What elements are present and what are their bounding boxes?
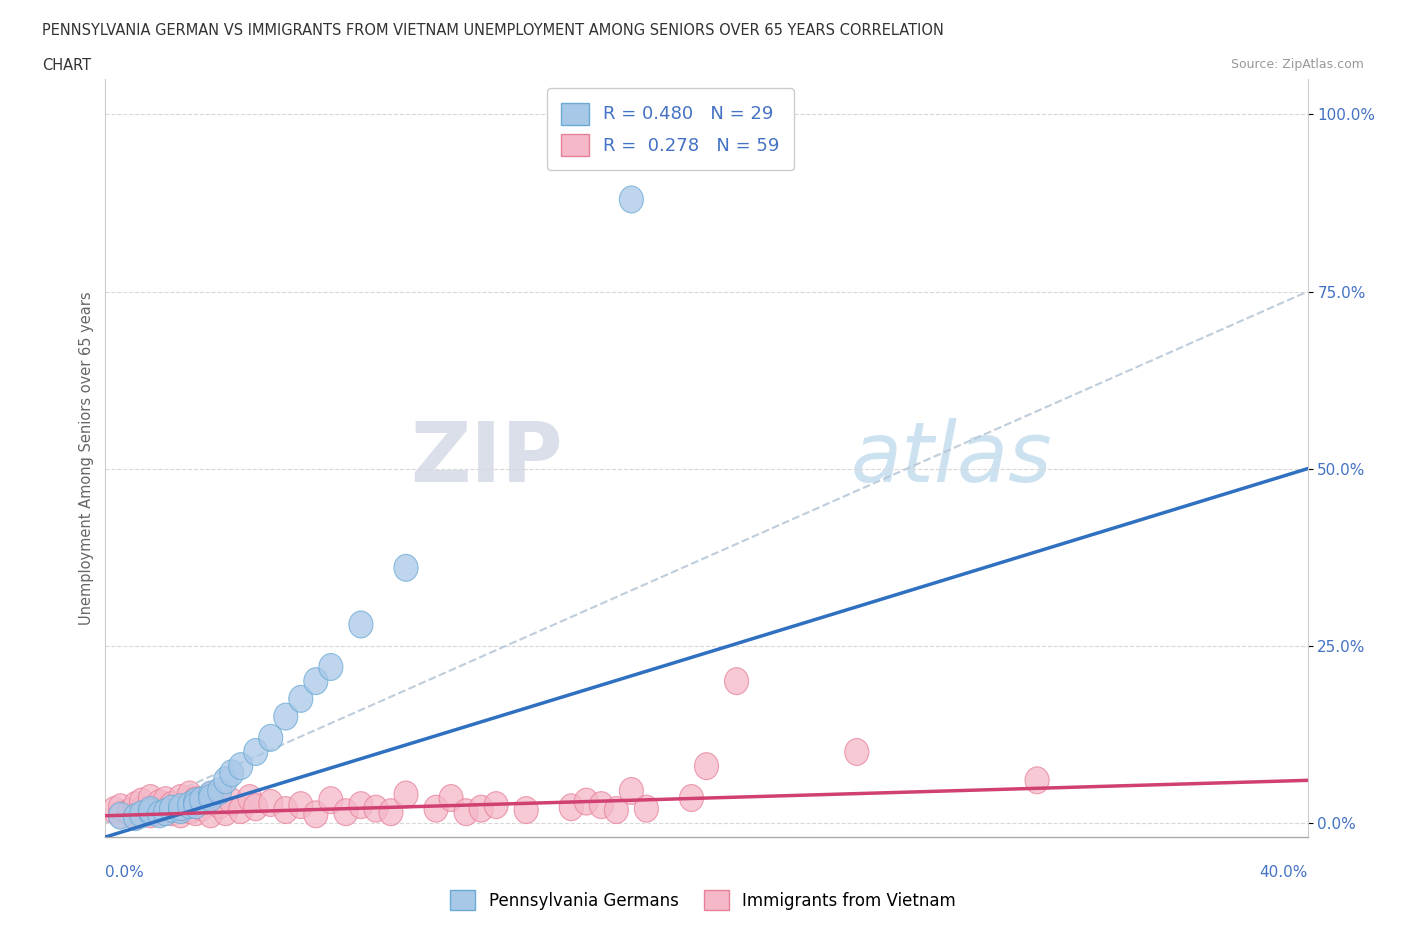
Ellipse shape [108, 803, 132, 830]
Ellipse shape [118, 799, 142, 826]
Ellipse shape [574, 788, 599, 815]
Ellipse shape [695, 752, 718, 779]
Ellipse shape [198, 785, 222, 812]
Ellipse shape [148, 801, 172, 828]
Ellipse shape [560, 794, 583, 820]
Ellipse shape [243, 738, 267, 765]
Ellipse shape [243, 794, 267, 820]
Legend: R = 0.480   N = 29, R =  0.278   N = 59: R = 0.480 N = 29, R = 0.278 N = 59 [547, 88, 794, 170]
Ellipse shape [394, 554, 418, 581]
Ellipse shape [139, 797, 163, 824]
Ellipse shape [219, 760, 243, 787]
Ellipse shape [169, 797, 193, 824]
Ellipse shape [724, 668, 748, 695]
Ellipse shape [620, 186, 644, 213]
Ellipse shape [108, 794, 132, 820]
Ellipse shape [333, 799, 359, 826]
Ellipse shape [124, 791, 148, 818]
Ellipse shape [184, 787, 208, 814]
Ellipse shape [288, 685, 312, 712]
Ellipse shape [439, 785, 463, 812]
Ellipse shape [124, 804, 148, 830]
Ellipse shape [259, 724, 283, 751]
Text: 40.0%: 40.0% [1260, 865, 1308, 880]
Text: 0.0%: 0.0% [105, 865, 145, 880]
Ellipse shape [184, 788, 208, 815]
Ellipse shape [208, 791, 232, 818]
Ellipse shape [153, 799, 177, 826]
Ellipse shape [229, 752, 253, 779]
Ellipse shape [425, 795, 449, 822]
Text: ZIP: ZIP [409, 418, 562, 498]
Ellipse shape [634, 795, 658, 822]
Text: CHART: CHART [42, 58, 91, 73]
Ellipse shape [129, 801, 153, 828]
Ellipse shape [159, 791, 184, 818]
Ellipse shape [190, 787, 214, 814]
Ellipse shape [177, 781, 201, 808]
Ellipse shape [380, 799, 404, 826]
Ellipse shape [139, 795, 163, 822]
Text: PENNSYLVANIA GERMAN VS IMMIGRANTS FROM VIETNAM UNEMPLOYMENT AMONG SENIORS OVER 6: PENNSYLVANIA GERMAN VS IMMIGRANTS FROM V… [42, 23, 943, 38]
Ellipse shape [190, 794, 214, 820]
Ellipse shape [153, 787, 177, 814]
Ellipse shape [139, 785, 163, 812]
Ellipse shape [198, 782, 222, 809]
Ellipse shape [238, 785, 262, 812]
Ellipse shape [589, 791, 613, 818]
Ellipse shape [177, 797, 201, 824]
Ellipse shape [470, 795, 494, 822]
Ellipse shape [219, 788, 243, 815]
Ellipse shape [124, 803, 148, 830]
Ellipse shape [139, 801, 163, 828]
Ellipse shape [274, 797, 298, 824]
Ellipse shape [454, 799, 478, 826]
Ellipse shape [288, 791, 312, 818]
Y-axis label: Unemployment Among Seniors over 65 years: Unemployment Among Seniors over 65 years [79, 291, 94, 625]
Ellipse shape [274, 703, 298, 730]
Text: atlas: atlas [851, 418, 1053, 498]
Ellipse shape [319, 654, 343, 681]
Ellipse shape [184, 791, 208, 818]
Ellipse shape [1025, 767, 1049, 794]
Ellipse shape [620, 777, 644, 804]
Legend: Pennsylvania Germans, Immigrants from Vietnam: Pennsylvania Germans, Immigrants from Vi… [444, 884, 962, 917]
Ellipse shape [319, 787, 343, 814]
Ellipse shape [208, 777, 232, 804]
Ellipse shape [148, 799, 172, 826]
Ellipse shape [103, 797, 127, 824]
Ellipse shape [169, 794, 193, 820]
Ellipse shape [148, 790, 172, 817]
Ellipse shape [679, 785, 703, 812]
Ellipse shape [129, 788, 153, 815]
Ellipse shape [198, 801, 222, 828]
Ellipse shape [229, 797, 253, 824]
Ellipse shape [304, 801, 328, 828]
Ellipse shape [129, 797, 153, 824]
Ellipse shape [259, 790, 283, 817]
Ellipse shape [304, 668, 328, 695]
Ellipse shape [139, 799, 163, 826]
Ellipse shape [364, 795, 388, 822]
Ellipse shape [184, 799, 208, 826]
Ellipse shape [349, 611, 373, 638]
Ellipse shape [605, 797, 628, 824]
Ellipse shape [177, 791, 201, 818]
Ellipse shape [108, 801, 132, 828]
Ellipse shape [198, 781, 222, 808]
Ellipse shape [214, 799, 238, 826]
Ellipse shape [349, 791, 373, 818]
Ellipse shape [159, 799, 184, 826]
Ellipse shape [515, 797, 538, 824]
Text: Source: ZipAtlas.com: Source: ZipAtlas.com [1230, 58, 1364, 71]
Ellipse shape [394, 781, 418, 808]
Ellipse shape [169, 785, 193, 812]
Ellipse shape [169, 801, 193, 828]
Ellipse shape [845, 738, 869, 765]
Ellipse shape [214, 767, 238, 794]
Ellipse shape [159, 795, 184, 822]
Ellipse shape [484, 791, 508, 818]
Ellipse shape [153, 797, 177, 824]
